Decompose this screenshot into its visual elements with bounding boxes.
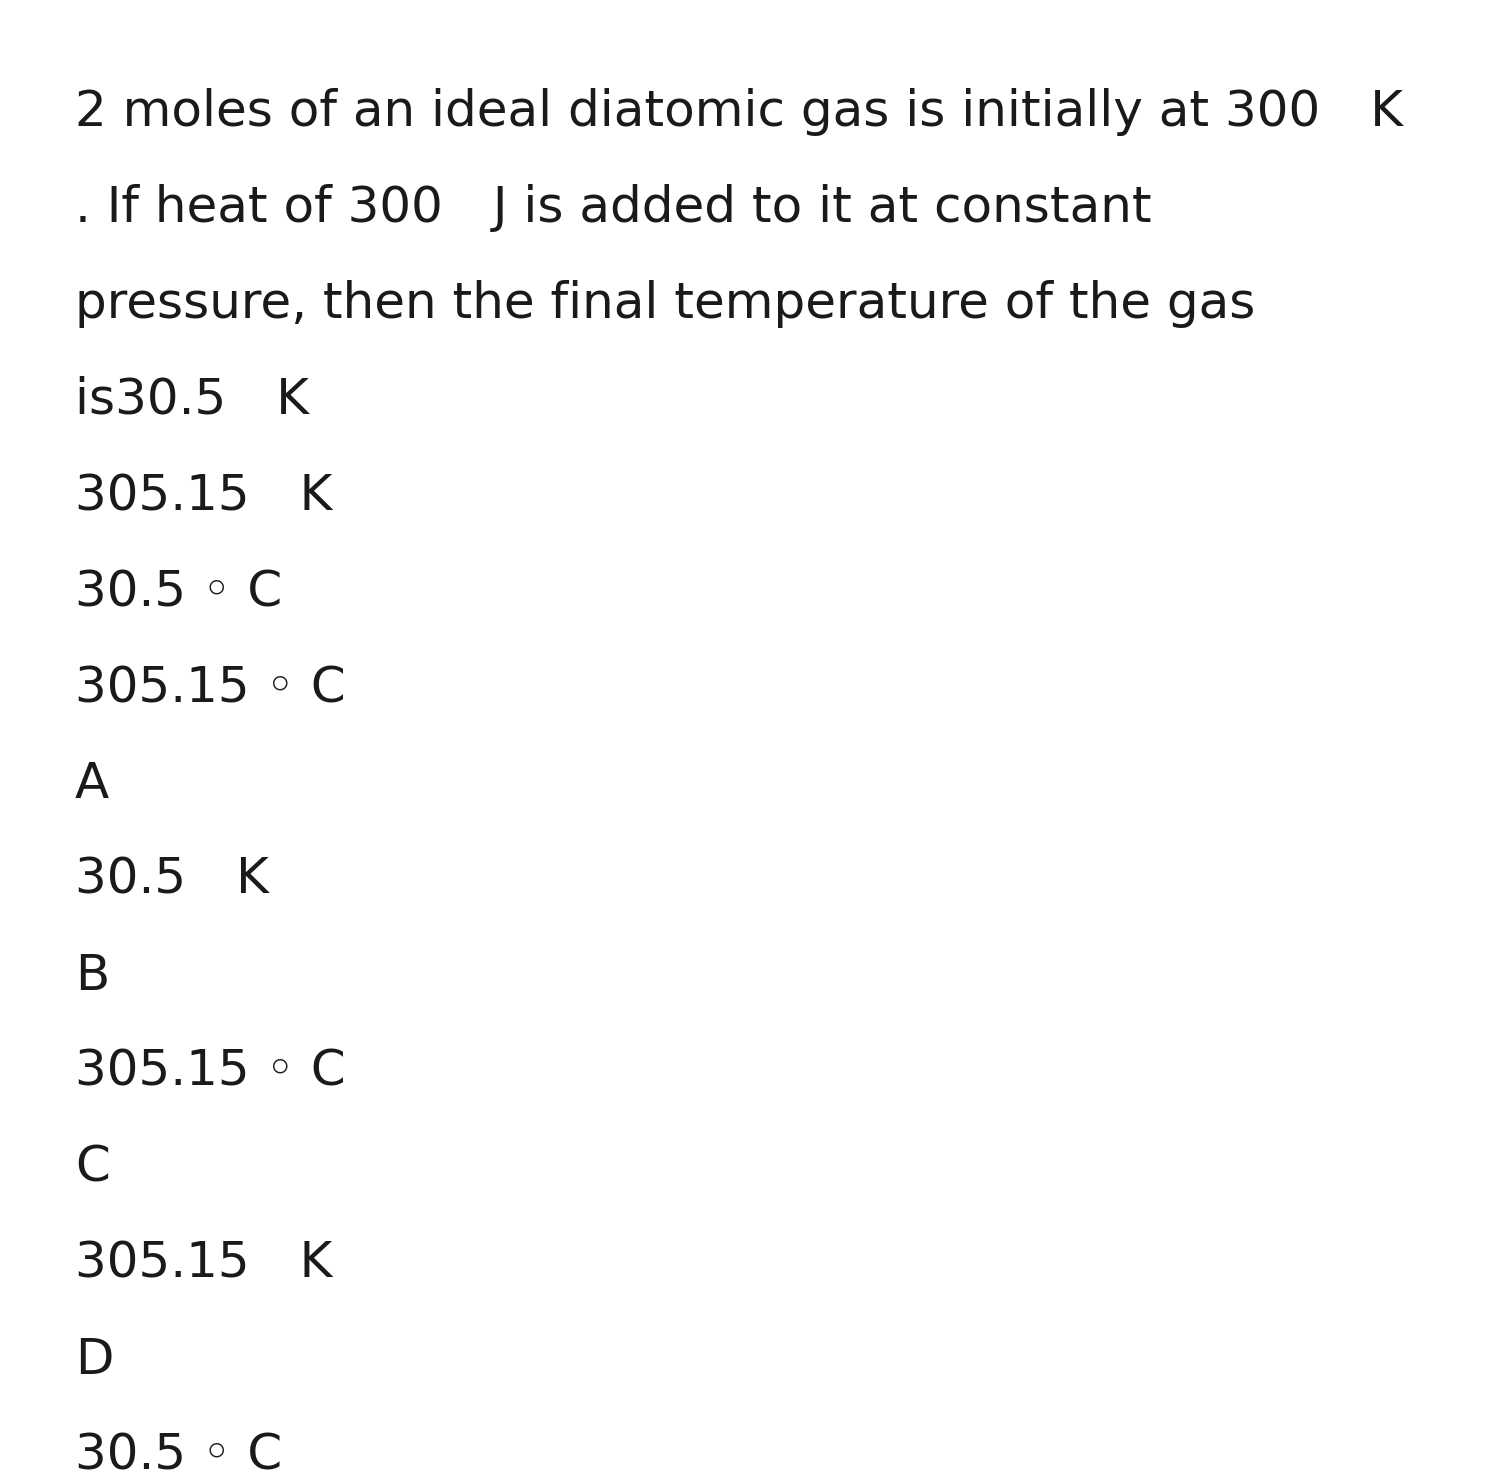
Text: 305.15  K: 305.15 K bbox=[75, 1240, 333, 1288]
Text: D: D bbox=[75, 1336, 114, 1384]
Text: 305.15  K: 305.15 K bbox=[75, 472, 333, 519]
Text: 305.15 ◦ C: 305.15 ◦ C bbox=[75, 1048, 345, 1097]
Text: is30.5  K: is30.5 K bbox=[75, 376, 309, 423]
Text: 30.5 ◦ C: 30.5 ◦ C bbox=[75, 568, 282, 616]
Text: 2 moles of an ideal diatomic gas is initially at 300  K: 2 moles of an ideal diatomic gas is init… bbox=[75, 87, 1402, 136]
Text: B: B bbox=[75, 952, 109, 1000]
Text: 30.5  K: 30.5 K bbox=[75, 855, 268, 904]
Text: pressure, then the final temperature of the gas: pressure, then the final temperature of … bbox=[75, 280, 1255, 329]
Text: . If heat of 300  J is added to it at constant: . If heat of 300 J is added to it at con… bbox=[75, 184, 1152, 232]
Text: 30.5 ◦ C: 30.5 ◦ C bbox=[75, 1433, 282, 1480]
Text: A: A bbox=[75, 761, 109, 808]
Text: C: C bbox=[75, 1144, 109, 1191]
Text: 305.15 ◦ C: 305.15 ◦ C bbox=[75, 665, 345, 712]
